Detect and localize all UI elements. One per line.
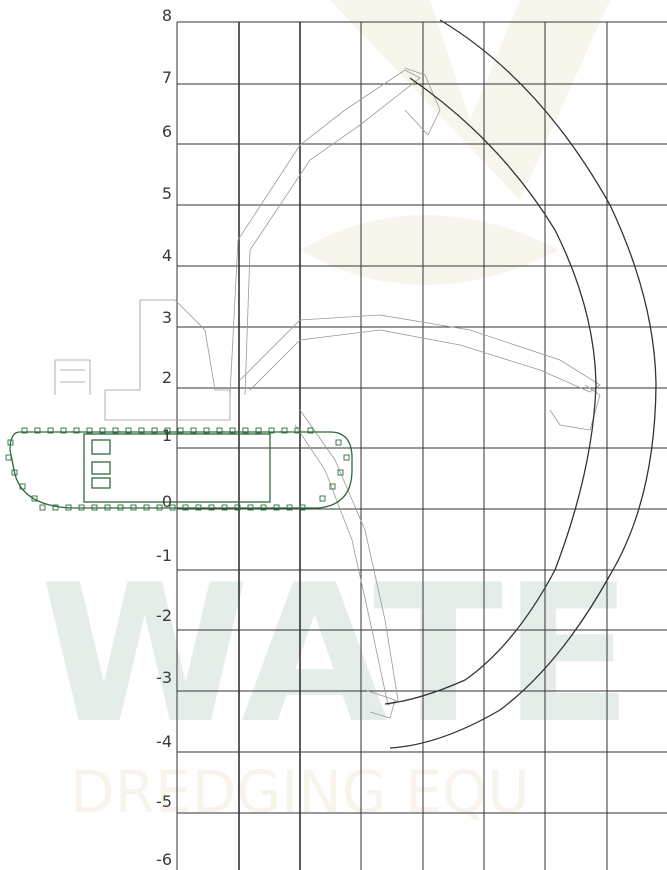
boom-raised (229, 69, 421, 396)
track-link (130, 504, 137, 511)
reach-curve-outer (389, 19, 657, 749)
track-box-3 (91, 477, 111, 489)
track-link (221, 504, 228, 511)
reach-curve-inner (384, 77, 597, 705)
track-link (242, 427, 249, 434)
track-link (31, 495, 38, 502)
y-tick-label: 6 (161, 122, 172, 141)
watermark: WATE DREDGING EQU (40, 0, 633, 826)
bucket-raised (404, 67, 441, 136)
track-link (195, 504, 202, 511)
y-tick-label: -1 (156, 546, 172, 565)
track-link (216, 427, 223, 434)
track-link (5, 454, 12, 461)
bucket-extended (549, 384, 601, 431)
track-link (19, 483, 26, 490)
track-link (73, 427, 80, 434)
excavator-cab (104, 299, 231, 421)
track-link (286, 504, 293, 511)
track-link (273, 504, 280, 511)
y-tick-label: 3 (161, 308, 172, 327)
track-link (86, 427, 93, 434)
y-tick-label: -4 (156, 732, 172, 751)
track-link (7, 439, 14, 446)
track-link (138, 427, 145, 434)
track-link (151, 427, 158, 434)
track-link (104, 504, 111, 511)
track-link (60, 427, 67, 434)
undercarriage-track (9, 431, 353, 509)
track-link (52, 504, 59, 511)
y-tick-label: 0 (161, 492, 172, 511)
track-link (229, 427, 236, 434)
track-link (319, 495, 326, 502)
track-link (208, 504, 215, 511)
y-tick-label: -6 (156, 850, 172, 869)
track-link (299, 504, 306, 511)
reach-curves (384, 19, 657, 749)
track-link (343, 454, 350, 461)
track-outline (9, 431, 353, 509)
y-tick-label: 8 (161, 6, 172, 25)
excavator-counterweight (54, 359, 91, 395)
y-tick-label: 7 (161, 68, 172, 87)
track-link (268, 427, 275, 434)
track-link (112, 427, 119, 434)
track-link (190, 427, 197, 434)
track-link (203, 427, 210, 434)
y-tick-label: 2 (161, 368, 172, 387)
track-link (255, 427, 262, 434)
y-tick-label: 1 (161, 426, 172, 445)
track-link (125, 427, 132, 434)
track-link (335, 439, 342, 446)
track-links (5, 427, 350, 511)
watermark-logo-swoosh (300, 0, 610, 285)
track-link (177, 427, 184, 434)
track-link (234, 504, 241, 511)
track-box-1 (91, 439, 111, 455)
track-link (247, 504, 254, 511)
track-link (21, 427, 28, 434)
track-link (182, 504, 189, 511)
track-link (143, 504, 150, 511)
track-frame (83, 433, 271, 503)
track-link (156, 504, 163, 511)
track-link (47, 427, 54, 434)
watermark-word: WATE (40, 544, 633, 765)
y-tick-label: -5 (156, 792, 172, 811)
track-link (78, 504, 85, 511)
track-link (169, 504, 176, 511)
track-link (34, 427, 41, 434)
track-link (65, 504, 72, 511)
track-box-2 (91, 461, 111, 475)
track-link (329, 483, 336, 490)
y-tick-label: 4 (161, 246, 172, 265)
track-link (39, 504, 46, 511)
track-link (294, 427, 301, 434)
boom-extended (239, 314, 601, 393)
track-link (117, 504, 124, 511)
grid (176, 21, 667, 870)
y-tick-label: -2 (156, 606, 172, 625)
track-link (281, 427, 288, 434)
track-link (11, 469, 18, 476)
track-link (99, 427, 106, 434)
y-tick-label: 5 (161, 184, 172, 203)
track-link (164, 427, 171, 434)
y-tick-label: -3 (156, 668, 172, 687)
track-link (91, 504, 98, 511)
track-link (260, 504, 267, 511)
bucket-lowered (364, 689, 396, 719)
track-link (337, 469, 344, 476)
track-link (307, 427, 314, 434)
